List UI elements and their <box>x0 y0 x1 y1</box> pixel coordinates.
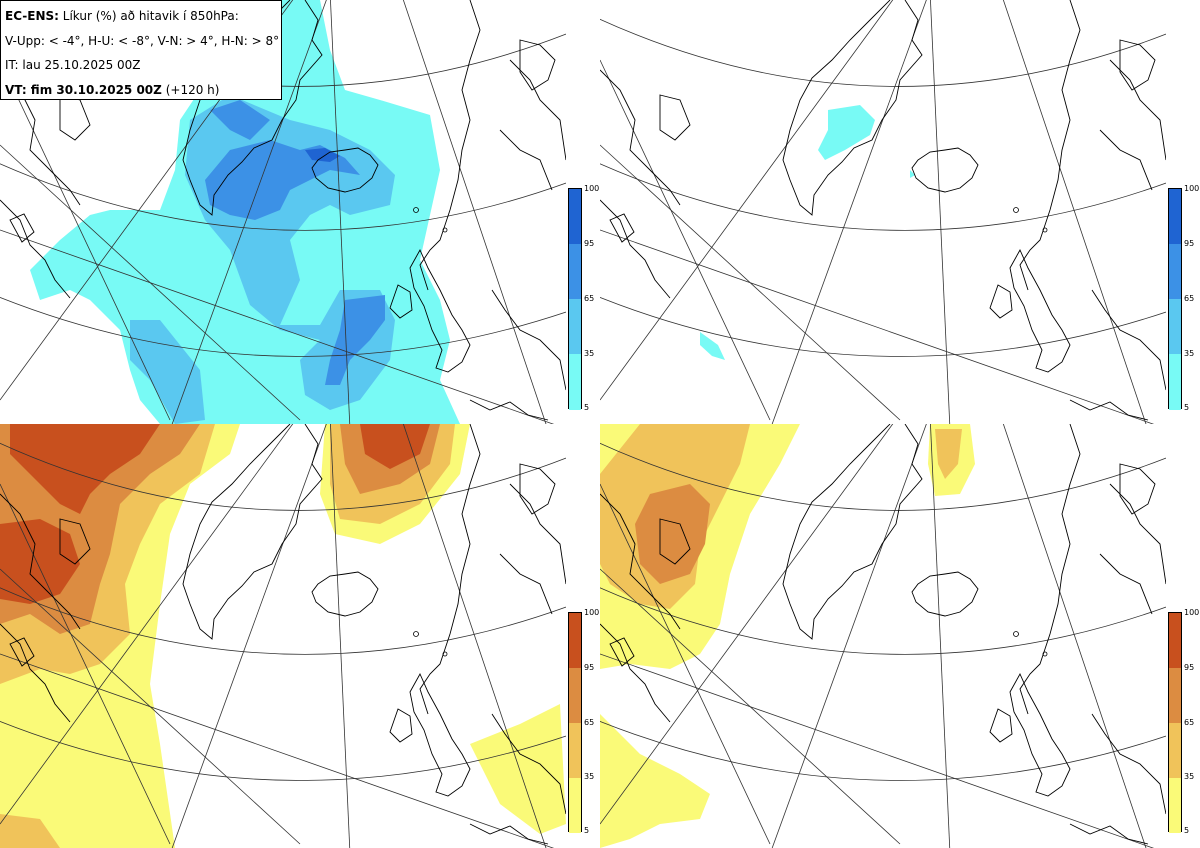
colorbar-warm-left <box>568 612 582 833</box>
colorbar-seg-65-95 <box>1169 668 1181 723</box>
colorbar-tick: 95 <box>584 239 595 248</box>
colorbar-seg-95-100 <box>1169 189 1181 244</box>
colorbar-tick: 5 <box>584 826 590 835</box>
map-panel-h-u <box>600 0 1166 424</box>
colorbar-cold-right <box>1168 188 1182 410</box>
colorbar-tick: 35 <box>1184 772 1195 781</box>
valid-time: VT: fim 30.10.2025 00Z <box>5 82 162 97</box>
colorbar-tick: 100 <box>584 608 600 617</box>
colorbar-seg-65-95 <box>569 244 581 299</box>
colorbar-tick: 35 <box>584 349 595 358</box>
model-name: EC-ENS: <box>5 9 59 23</box>
colorbar-seg-35-65 <box>569 299 581 354</box>
colorbar-tick: 65 <box>584 718 595 727</box>
colorbar-seg-95-100 <box>569 613 581 668</box>
colorbar-tick: 100 <box>1184 184 1200 193</box>
colorbar-seg-35-65 <box>1169 723 1181 778</box>
colorbar-seg-95-100 <box>569 189 581 244</box>
colorbar-seg-65-95 <box>1169 244 1181 299</box>
lead-time: (+120 h) <box>165 82 220 97</box>
colorbar-tick: 95 <box>1184 663 1195 672</box>
colorbar-tick: 5 <box>1184 403 1190 412</box>
info-box: EC-ENS: Líkur (%) að hitavik í 850hPa: V… <box>0 0 282 100</box>
map-panel-v-upp <box>0 0 566 424</box>
colorbar-tick: 5 <box>584 403 590 412</box>
map-panel-h-n <box>600 424 1166 848</box>
valid-time-line: VT: fim 30.10.2025 00Z (+120 h) <box>5 78 277 103</box>
info-legend: V-Upp: < -4°, H-U: < -8°, V-N: > 4°, H-N… <box>5 33 280 48</box>
colorbar-tick: 5 <box>1184 826 1190 835</box>
map-panel-v-n <box>0 424 566 848</box>
info-title-line: EC-ENS: Líkur (%) að hitavik í 850hPa: <box>5 4 277 29</box>
colorbar-tick: 35 <box>1184 349 1195 358</box>
colorbar-seg-35-65 <box>569 723 581 778</box>
colorbar-seg-5-35 <box>1169 778 1181 833</box>
colorbar-tick: 95 <box>584 663 595 672</box>
colorbar-seg-95-100 <box>1169 613 1181 668</box>
colorbar-seg-5-35 <box>569 354 581 410</box>
colorbar-tick: 100 <box>1184 608 1200 617</box>
colorbar-warm-right <box>1168 612 1182 833</box>
info-title: Líkur (%) að hitavik í 850hPa: <box>62 9 239 23</box>
colorbar-tick: 65 <box>1184 718 1195 727</box>
colorbar-seg-5-35 <box>1169 354 1181 410</box>
colorbar-tick: 65 <box>584 294 595 303</box>
colorbar-seg-35-65 <box>1169 299 1181 354</box>
colorbar-tick: 35 <box>584 772 595 781</box>
colorbar-tick: 95 <box>1184 239 1195 248</box>
colorbar-tick: 65 <box>1184 294 1195 303</box>
colorbar-seg-65-95 <box>569 668 581 723</box>
colorbar-seg-5-35 <box>569 778 581 833</box>
colorbar-tick: 100 <box>584 184 600 193</box>
init-time: IT: lau 25.10.2025 00Z <box>5 58 141 72</box>
colorbar-cold-left <box>568 188 582 410</box>
